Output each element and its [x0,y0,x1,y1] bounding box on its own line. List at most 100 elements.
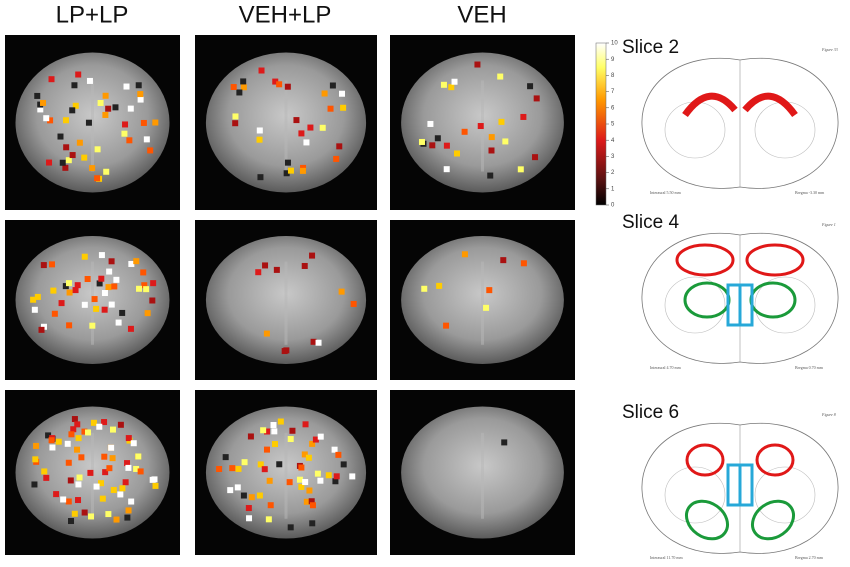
activation-voxel [125,464,132,471]
activation-voxel [65,498,72,505]
activation-voxel [488,134,495,141]
atlas-structure [664,276,726,334]
activation-voxel [113,516,120,523]
activation-voxel [260,427,267,434]
roi-red [755,443,795,477]
activation-voxel [418,138,425,145]
brain-panel [195,35,377,210]
activation-voxel [308,498,315,505]
roi-green [751,499,795,541]
activation-voxel [108,301,115,308]
activation-voxel [427,120,434,127]
activation-voxel [443,142,450,149]
activation-voxel [40,99,47,106]
activation-voxel [234,484,241,491]
activation-voxel [101,419,108,426]
activation-voxel [298,130,305,137]
activation-voxel [60,496,67,503]
activation-voxel [105,511,112,518]
activation-voxel [66,289,73,296]
activation-voxel [421,285,428,292]
activation-voxel [303,139,310,146]
activation-voxel [487,172,494,179]
column-title: VEH+LP [239,1,332,28]
activation-voxel [335,451,342,458]
brain-panel [5,220,180,380]
activation-voxel [81,509,88,516]
activation-voxel [325,472,332,479]
activation-voxel [125,435,132,442]
activation-voxel [31,481,38,488]
colorbar-tick-label: 10 [611,41,618,47]
activation-voxel [309,440,316,447]
activation-voxel [102,111,109,118]
activation-voxel [96,423,103,430]
activation-voxel [483,304,490,311]
brain-panel [195,220,377,380]
activation-voxel [436,282,443,289]
activation-voxel [429,142,436,149]
atlas-bregma: Bregma 2.70 mm [795,555,824,560]
activation-voxel [276,461,283,468]
brain-panel [5,35,180,210]
activation-voxel [59,159,66,166]
colorbar-tick-label: 4 [611,138,615,144]
activation-voxel [69,107,76,114]
activation-voxel [527,83,534,90]
activation-voxel [331,446,338,453]
activation-voxel [133,258,140,265]
activation-voxel [91,296,98,303]
brain-panel [5,390,180,555]
activation-voxel [256,136,263,143]
atlas-structure [754,466,816,524]
activation-voxel [283,170,290,177]
activation-voxel [498,118,505,125]
activation-voxel [85,119,92,126]
activation-voxel [263,446,270,453]
activation-voxel [127,105,134,112]
activation-voxel [314,470,321,477]
activation-voxel [96,280,103,287]
atlas-diagram: Slice 4 Figure 1 Interaural 4.70 mm Bregma … [622,212,839,370]
activation-voxel [85,429,92,436]
activation-voxel [94,175,101,182]
activation-voxel [317,433,324,440]
activation-voxel [267,502,274,509]
activation-voxel [232,120,239,127]
activation-voxel [106,465,113,472]
brain-panel [390,220,575,380]
activation-voxel [143,136,150,143]
roi-red [685,443,725,477]
activation-voxel [121,130,128,137]
activation-voxel [112,104,119,111]
activation-voxel [31,306,38,313]
activation-voxel [115,319,122,326]
activation-voxel [140,269,147,276]
activation-voxel [266,477,273,484]
activation-voxel [301,262,308,269]
activation-voxel [312,436,319,443]
activation-voxel [287,436,294,443]
activation-voxel [122,121,129,128]
activation-voxel [240,84,247,91]
activation-voxel [62,164,69,171]
atlas-interaural: Interaural 5.50 mm [650,190,682,195]
activation-voxel [315,339,322,346]
activation-voxel [70,426,77,433]
activation-voxel [53,491,60,498]
activation-voxel [136,285,143,292]
activation-voxel [48,437,55,444]
activation-voxel [128,260,135,267]
activation-voxel [293,117,300,124]
activation-voxel [309,252,316,259]
activation-voxel [287,167,294,174]
activation-voxel [102,469,109,476]
activation-voxel [340,461,347,468]
activation-voxel [101,453,108,460]
activation-voxel [74,421,81,428]
activation-voxel [265,516,272,523]
activation-voxel [340,104,347,111]
activation-voxel [137,91,144,98]
activation-voxel [103,168,110,175]
activation-voxel [71,510,78,517]
